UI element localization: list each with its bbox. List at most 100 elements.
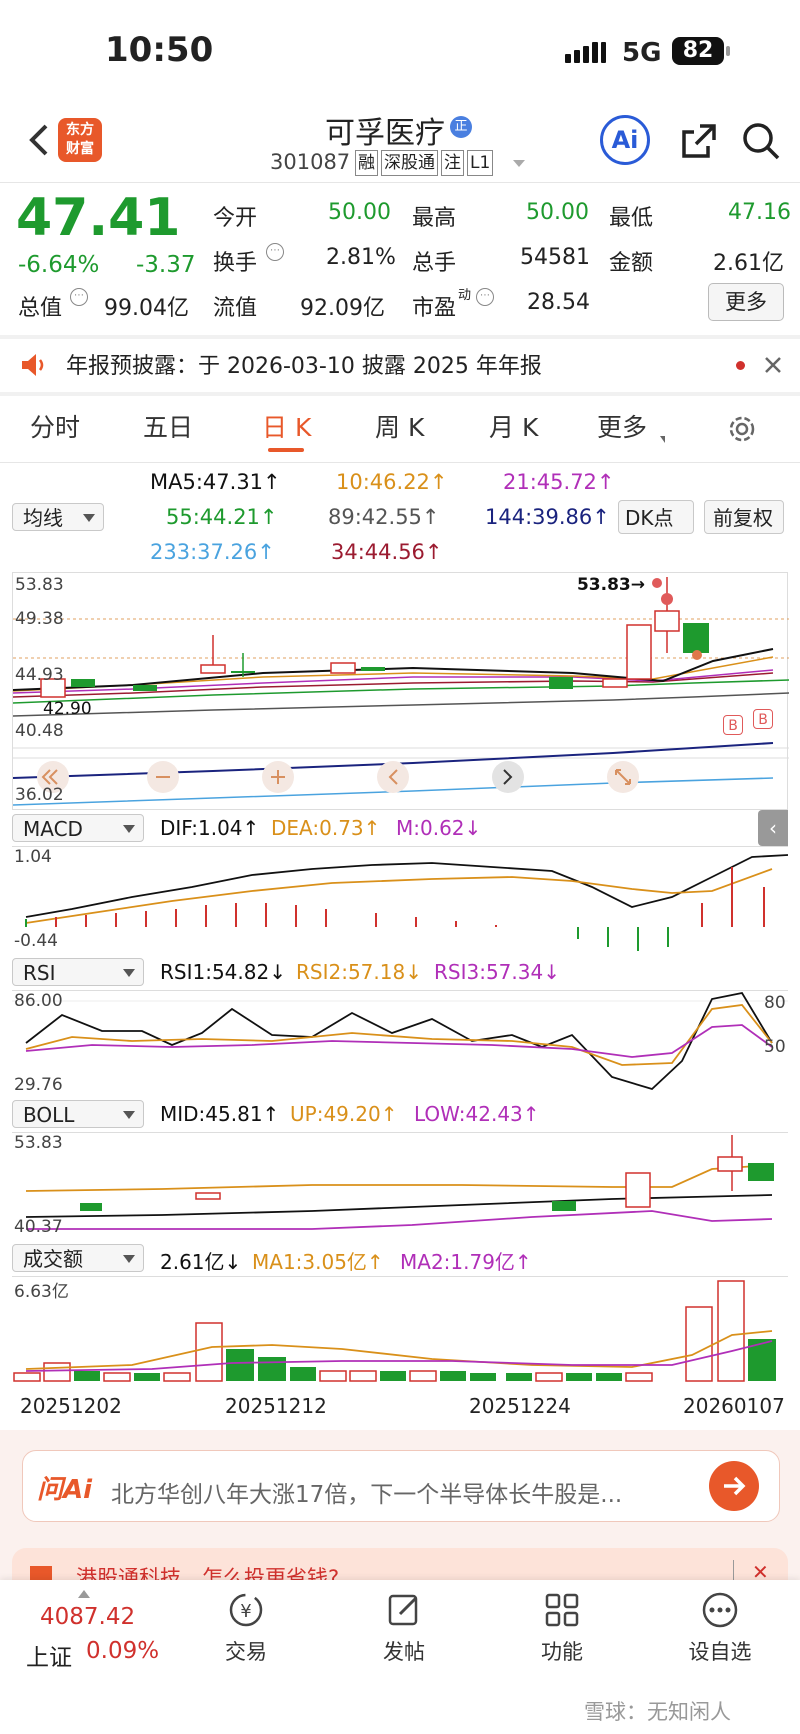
change-amount: -3.37 — [136, 252, 196, 278]
dropdown-caret-icon — [123, 1255, 135, 1263]
adjust-button[interactable]: 前复权 — [704, 500, 784, 534]
nav-post[interactable]: 发帖 — [344, 1590, 464, 1666]
volume-bar — [685, 1306, 713, 1382]
volume-bar — [13, 1372, 41, 1382]
volume-bar — [258, 1357, 286, 1381]
grid-icon — [545, 1593, 579, 1627]
boll-mid-line — [25, 1194, 773, 1218]
close-icon[interactable] — [762, 354, 784, 380]
date-label: 20251202 — [20, 1394, 122, 1418]
kline-chart[interactable]: 53.83 49.38 44.93 40.48 36.02 53.83→ 42.… — [12, 572, 789, 810]
rsi-axis-right-mid: 50 — [764, 1037, 786, 1057]
back-button[interactable] — [20, 120, 60, 160]
rsi1-line — [25, 991, 773, 1091]
tab-intraday[interactable]: 分时 — [30, 413, 81, 442]
volume-selector[interactable]: 成交额 — [12, 1244, 144, 1272]
macd-svg — [25, 854, 789, 951]
ma-selector[interactable]: 均线 — [12, 503, 104, 531]
buy-marker-text: B — [728, 718, 738, 734]
tab-weekly-k[interactable]: 周 K — [375, 413, 425, 442]
nav-trade[interactable]: ¥ 交易 — [186, 1590, 306, 1666]
tab-monthly-k[interactable]: 月 K — [489, 413, 539, 442]
info-circle-icon[interactable]: ⋯ — [70, 288, 88, 306]
volume-ma1-line — [25, 1330, 773, 1370]
buy-marker: B — [723, 715, 743, 735]
index-value[interactable]: 4087.42 — [40, 1604, 136, 1630]
pe-value: 28.54 — [527, 290, 590, 315]
mktcap-label: 总值 — [18, 296, 63, 321]
index-name[interactable]: 上证 — [26, 1645, 72, 1671]
tab-more-caret-icon — [660, 436, 665, 443]
boll-chart[interactable]: 53.83 40.37 — [12, 1132, 788, 1237]
more-button[interactable]: 更多 — [708, 283, 784, 321]
price-axis-label: 44.93 — [15, 665, 64, 685]
macd-selector[interactable]: MACD — [12, 814, 144, 842]
scroll-left-fast-icon — [37, 761, 69, 793]
volume-label: 总手 — [412, 251, 457, 276]
info-circle-icon[interactable]: ⋯ — [476, 288, 494, 306]
tab-more[interactable]: 更多 — [597, 413, 648, 442]
brand-logo[interactable]: 东方 财富 — [58, 118, 102, 162]
index-change[interactable]: 0.09% — [86, 1638, 160, 1664]
rsi-chart[interactable]: 86.00 29.76 80 50 — [12, 990, 788, 1095]
edit-icon — [388, 1594, 418, 1626]
buy-marker: B — [753, 709, 773, 729]
volume-bar — [74, 1371, 100, 1381]
tags-dropdown-icon[interactable] — [513, 160, 525, 167]
high-label: 最高 — [412, 206, 457, 231]
signal-dot — [692, 650, 702, 660]
boll-up: UP:49.20↑ — [290, 1102, 398, 1126]
macd-m: M:0.62↓ — [396, 816, 482, 840]
promo-banner[interactable]: 港股通科技，怎么投更省钱? ✕ — [12, 1548, 788, 1582]
rsi1-label: RSI1:54.82↓ — [160, 960, 286, 984]
price-axis-label: 53.83 — [15, 575, 64, 595]
settings-icon[interactable] — [726, 413, 758, 449]
tag: L1 — [467, 150, 494, 176]
candle-down — [683, 623, 709, 653]
candle-up — [625, 1172, 651, 1208]
unread-dot — [736, 361, 745, 370]
collapse-panel-button[interactable]: ‹ — [758, 810, 788, 846]
notice-text[interactable]: 年报预披露：于 2026-03-10 披露 2025 年年报 — [66, 354, 542, 379]
tab-daily-k[interactable]: 日 K — [262, 413, 312, 442]
candle-down — [231, 671, 255, 673]
battery-level: 82 — [682, 38, 714, 63]
share-icon[interactable] — [678, 120, 720, 166]
price-axis-label: 36.02 — [15, 785, 64, 805]
svg-text:¥: ¥ — [240, 1601, 251, 1622]
divider — [0, 335, 800, 339]
ai-button[interactable]: Ai — [600, 115, 650, 165]
stock-name[interactable]: 可孚医疗 — [325, 116, 445, 151]
signal-dot — [661, 593, 673, 605]
info-circle-icon[interactable]: ⋯ — [266, 243, 284, 261]
nav-watchlist[interactable]: 设自选 — [660, 1590, 780, 1666]
low-label: 最低 — [609, 206, 654, 231]
logo-text-2: 财富 — [66, 141, 94, 157]
ai-label: Ai — [611, 126, 639, 154]
promo-divider — [733, 1560, 734, 1582]
nav-functions[interactable]: 功能 — [502, 1590, 622, 1666]
candle-up — [717, 1156, 743, 1172]
dk-label: DK点 — [625, 506, 674, 530]
rsi2-label: RSI2:57.18↓ — [296, 960, 422, 984]
dk-point-button[interactable]: DK点 — [618, 500, 694, 534]
speaker-icon — [18, 350, 48, 384]
megaphone-icon — [30, 1566, 52, 1582]
macd-dif-line — [25, 854, 789, 918]
ai-search-bar[interactable]: 问Ai 北方华创八年大涨17倍，下一个半导体长牛股是... — [22, 1450, 780, 1522]
float-label: 流值 — [213, 296, 258, 321]
tag: 融 — [355, 150, 378, 176]
tab-five-day[interactable]: 五日 — [143, 413, 194, 442]
signal-icon — [565, 40, 607, 68]
volume-bar — [103, 1372, 131, 1382]
macd-chart[interactable]: 1.04 -0.44 — [12, 846, 789, 955]
rsi-selector[interactable]: RSI — [12, 958, 144, 986]
promo-close-icon[interactable]: ✕ — [752, 1560, 769, 1582]
volume-ma1: MA1:3.05亿↑ — [252, 1250, 384, 1274]
boll-selector[interactable]: BOLL — [12, 1100, 144, 1128]
search-icon[interactable] — [740, 120, 782, 166]
boll-mid: MID:45.81↑ — [160, 1102, 280, 1126]
candle-up — [654, 610, 680, 632]
volume-chart[interactable]: 6.63亿 — [12, 1276, 788, 1383]
arrow-right-icon[interactable] — [709, 1461, 759, 1511]
